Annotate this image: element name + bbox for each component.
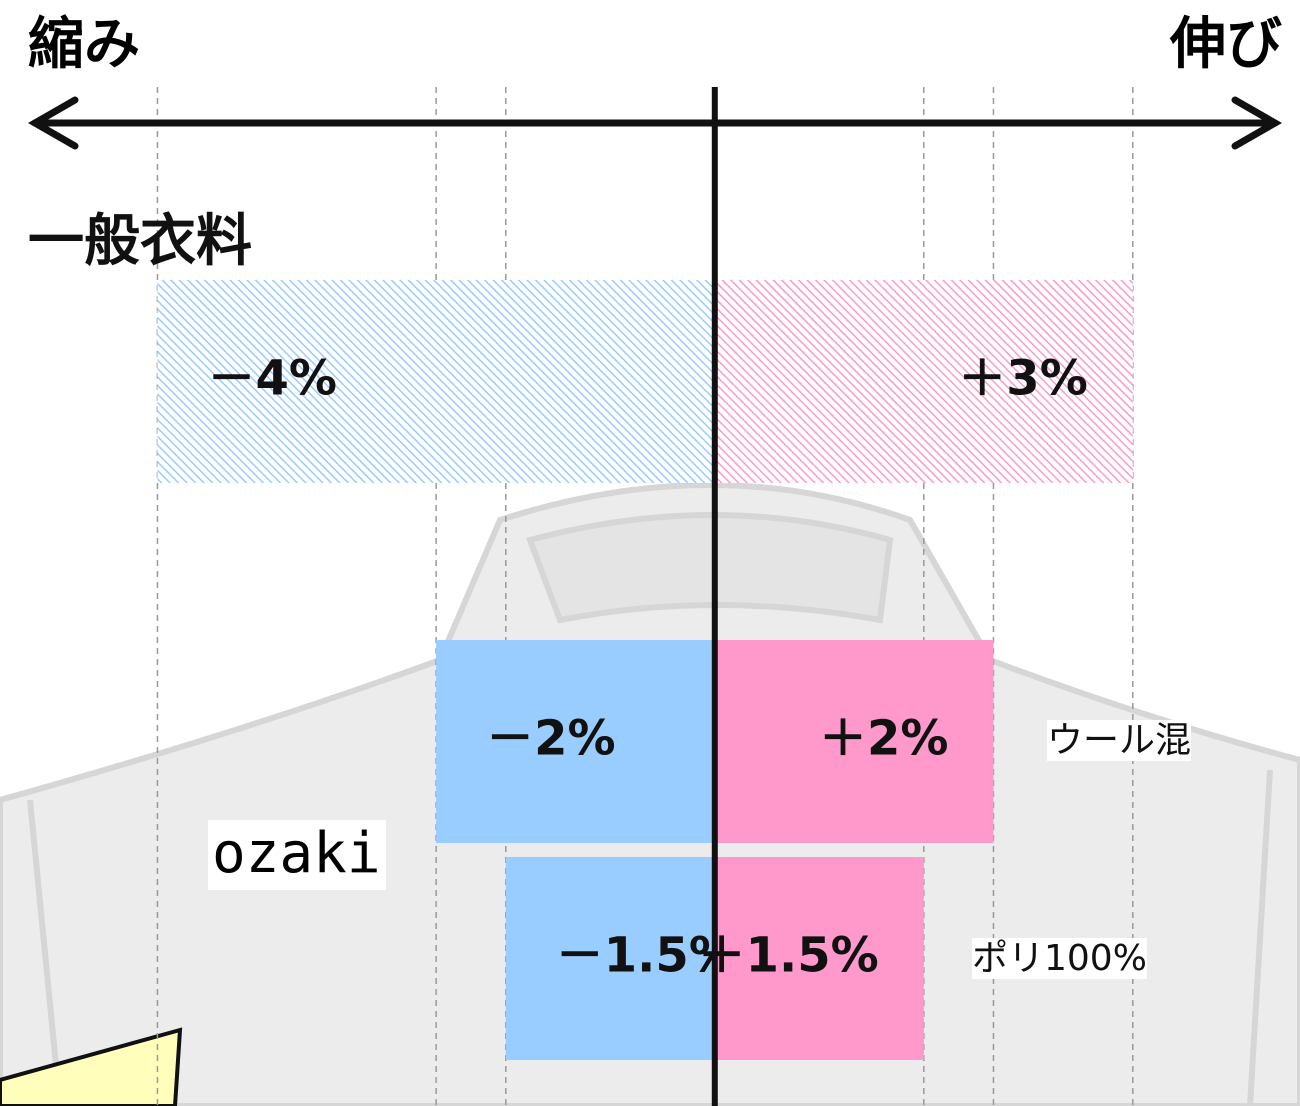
left-axis-label: 縮み (28, 12, 140, 77)
right-axis-label: 伸び (1169, 12, 1282, 77)
category-label: ポリ100% (972, 938, 1147, 979)
value-label: ＋3% (958, 351, 1088, 407)
value-label: －4% (207, 351, 337, 407)
group-label: ozaki (212, 821, 381, 886)
value-label: ＋2% (819, 711, 949, 767)
value-label: －2% (486, 711, 616, 767)
axis-arrow (35, 100, 1275, 146)
category-label: ウール混 (1047, 720, 1191, 761)
category-label: 一般衣料 (28, 209, 252, 274)
chart: －4%＋3%－2%＋2%－1.5%＋1.5% 縮み 伸び ozaki 一般衣料ウ… (0, 0, 1300, 1106)
value-label: ＋1.5% (698, 928, 879, 984)
